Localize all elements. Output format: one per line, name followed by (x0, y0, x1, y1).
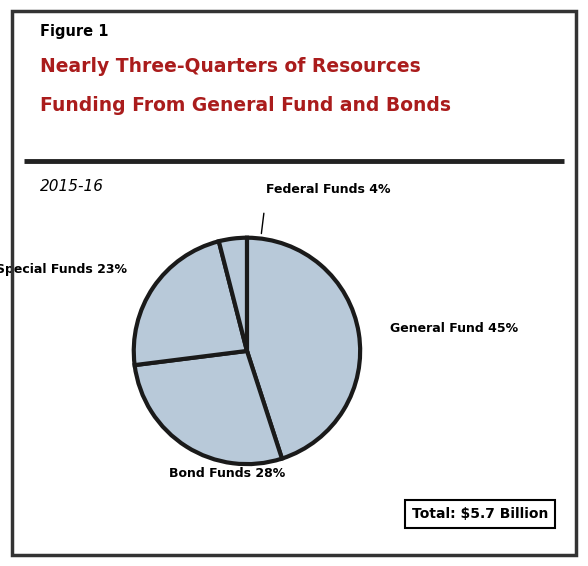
Text: Bond Funds 28%: Bond Funds 28% (169, 467, 286, 480)
Text: Federal Funds 4%: Federal Funds 4% (266, 183, 390, 196)
Wedge shape (135, 351, 282, 464)
Text: 2015-16: 2015-16 (40, 179, 103, 194)
Text: Funding From General Fund and Bonds: Funding From General Fund and Bonds (40, 96, 451, 115)
Wedge shape (219, 238, 247, 351)
Text: Special Funds 23%: Special Funds 23% (0, 263, 127, 276)
Text: Total: $5.7 Billion: Total: $5.7 Billion (412, 507, 548, 521)
Wedge shape (247, 238, 360, 458)
Wedge shape (133, 241, 247, 365)
Text: Figure 1: Figure 1 (40, 24, 108, 39)
Text: General Fund 45%: General Fund 45% (390, 321, 518, 335)
Text: Nearly Three-Quarters of Resources: Nearly Three-Quarters of Resources (40, 57, 420, 76)
